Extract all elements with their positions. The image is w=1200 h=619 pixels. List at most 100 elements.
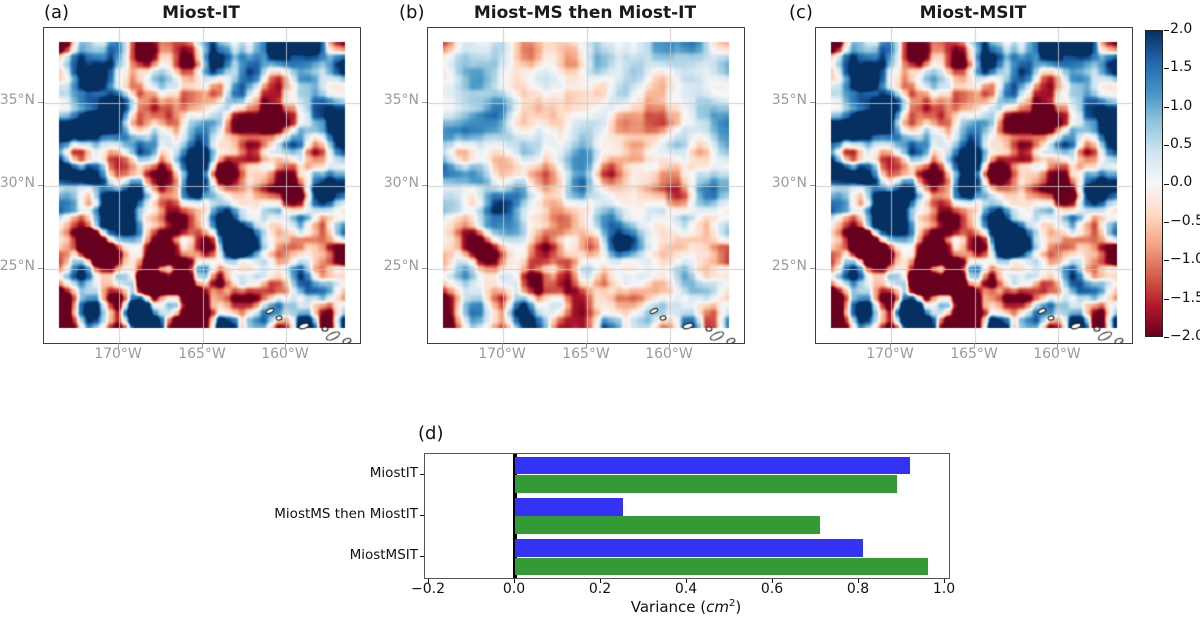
lat-tick-label: 30°N	[383, 175, 419, 191]
lat-tick-mark	[38, 185, 43, 186]
lat-tick-label: 25°N	[771, 258, 807, 274]
lon-tick-label: 170°W	[478, 346, 526, 362]
map-panel-b	[427, 27, 745, 344]
lat-tick-mark	[38, 102, 43, 103]
lon-tick-mark	[285, 343, 286, 348]
colorbar-tick-label: 2.0	[1170, 21, 1193, 37]
x-axis-label-prefix: Variance (	[630, 598, 707, 616]
lon-tick-label: 165°W	[950, 346, 998, 362]
x-tick-mark	[514, 578, 516, 583]
colorbar	[1145, 30, 1163, 337]
lat-tick-label: 25°N	[0, 258, 35, 274]
bar-category-label: MiostIT	[369, 465, 418, 481]
lat-tick-label: 35°N	[383, 92, 419, 108]
x-tick-label: 0.6	[760, 581, 784, 597]
colorbar-tick-label: 0.5	[1170, 136, 1193, 152]
colorbar-tick-mark	[1164, 183, 1169, 185]
colorbar-tick-mark	[1164, 298, 1169, 300]
colorbar-tick-label: 1.5	[1170, 59, 1193, 75]
map-title-c: Miost-MSIT	[919, 3, 1027, 23]
colorbar-tick-mark	[1164, 68, 1169, 70]
lon-tick-label: 160°W	[1033, 346, 1081, 362]
x-tick-label: 0.4	[674, 581, 698, 597]
lat-tick-label: 30°N	[771, 175, 807, 191]
y-tick-mark	[420, 556, 424, 558]
bar-category-label: MiostMS then MiostIT	[274, 506, 418, 522]
lat-tick-mark	[810, 268, 815, 269]
lon-tick-mark	[890, 343, 891, 348]
map-title-b: Miost-MS then Miost-IT	[473, 3, 697, 23]
panel-letter-d: (d)	[418, 423, 444, 444]
colorbar-tick-label: −2.0	[1170, 328, 1200, 344]
lat-tick-label: 35°N	[771, 92, 807, 108]
lat-tick-label: 30°N	[0, 175, 35, 191]
colorbar-tick-label: −1.0	[1170, 251, 1200, 267]
lon-tick-label: 160°W	[645, 346, 693, 362]
lon-tick-mark	[669, 343, 670, 348]
lon-tick-label: 170°W	[94, 346, 142, 362]
bar-miostit-blue	[515, 456, 911, 475]
bar-miostms-then-miostit-blue	[515, 498, 623, 516]
lon-tick-label: 170°W	[866, 346, 914, 362]
bar-miostms-then-miostit-green	[515, 516, 821, 534]
bar-miostmsit-green	[515, 557, 928, 576]
y-tick-mark	[420, 473, 424, 475]
lon-tick-mark	[1057, 343, 1058, 348]
x-axis-label-unit: cm	[706, 598, 730, 616]
colorbar-tick-label: −0.5	[1170, 213, 1200, 229]
x-tick-label: −0.2	[411, 581, 445, 597]
map-canvas-a	[44, 28, 360, 343]
lon-tick-label: 160°W	[261, 346, 309, 362]
bar-category-label: MiostMSIT	[349, 547, 418, 563]
x-tick-mark	[943, 578, 945, 583]
colorbar-tick-label: 1.0	[1170, 98, 1193, 114]
x-tick-mark	[771, 578, 773, 583]
colorbar-tick-mark	[1164, 145, 1169, 147]
colorbar-tick-mark	[1164, 260, 1169, 262]
bar-miostit-green	[515, 475, 898, 493]
x-axis-label: Variance (cm2)	[536, 598, 836, 616]
colorbar-tick-mark	[1164, 30, 1169, 31]
lat-tick-mark	[422, 268, 427, 269]
map-title-a: Miost-IT	[162, 3, 240, 23]
x-tick-label: 0.2	[588, 581, 612, 597]
x-tick-mark	[600, 578, 602, 583]
lat-tick-mark	[422, 185, 427, 186]
x-tick-label: 0.0	[502, 581, 526, 597]
lon-tick-mark	[586, 343, 587, 348]
lon-tick-mark	[202, 343, 203, 348]
x-tick-label: 1.0	[932, 581, 956, 597]
lat-tick-mark	[810, 102, 815, 103]
lon-tick-label: 165°W	[178, 346, 226, 362]
bar-chart-axes	[424, 453, 950, 579]
map-canvas-c	[816, 28, 1132, 343]
zero-line	[513, 454, 517, 578]
x-tick-mark	[857, 578, 859, 583]
panel-letter-b: (b)	[399, 2, 425, 23]
x-axis-label-suffix: )	[735, 598, 742, 616]
lon-tick-mark	[974, 343, 975, 348]
colorbar-tick-label: 0.0	[1170, 174, 1193, 190]
lon-tick-mark	[502, 343, 503, 348]
lat-tick-mark	[38, 268, 43, 269]
map-panel-a	[43, 27, 361, 344]
lat-tick-label: 25°N	[383, 258, 419, 274]
y-tick-mark	[420, 515, 424, 516]
lat-tick-mark	[810, 185, 815, 186]
x-axis-label-exponent: 2	[729, 598, 736, 609]
panel-letter-a: (a)	[44, 2, 70, 23]
colorbar-tick-mark	[1164, 337, 1169, 338]
lat-tick-label: 35°N	[0, 92, 35, 108]
lon-tick-mark	[118, 343, 119, 348]
x-tick-mark	[428, 578, 430, 583]
bar-miostmsit-blue	[515, 539, 864, 558]
x-tick-label: 0.8	[846, 581, 870, 597]
colorbar-tick-label: −1.5	[1170, 290, 1200, 306]
map-canvas-b	[428, 28, 744, 343]
panel-letter-c: (c)	[789, 2, 813, 23]
colorbar-tick-mark	[1164, 221, 1169, 223]
lon-tick-label: 165°W	[562, 346, 610, 362]
lat-tick-mark	[422, 102, 427, 103]
x-tick-mark	[686, 578, 687, 583]
